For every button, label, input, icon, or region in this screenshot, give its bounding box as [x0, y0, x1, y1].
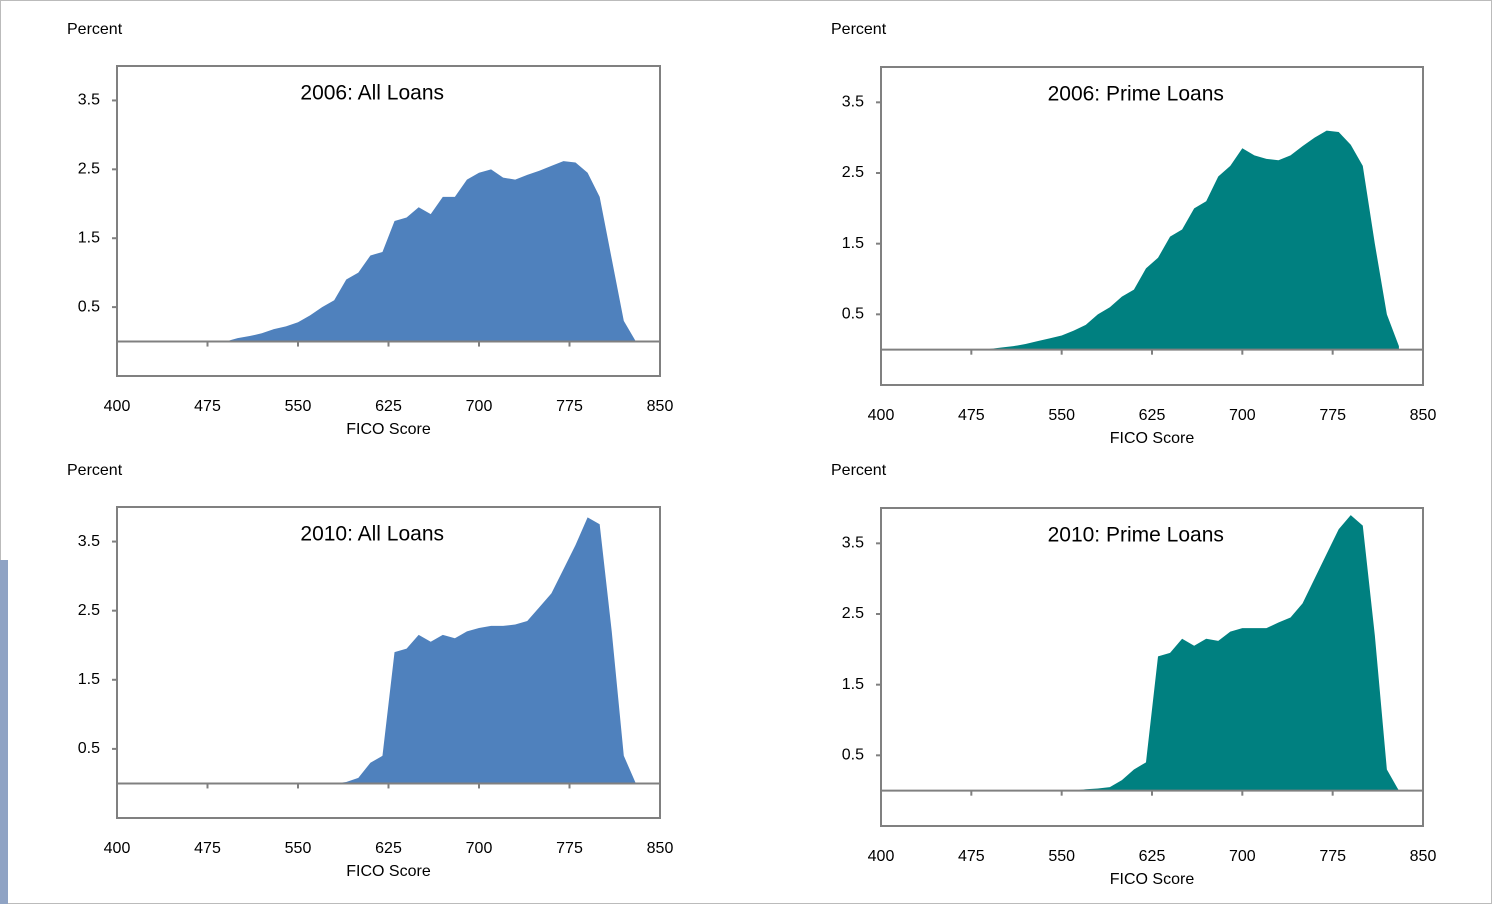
x-tick-label: 400 — [104, 840, 131, 857]
x-tick-label: 700 — [466, 398, 493, 415]
chart-title: 2006: Prime Loans — [1048, 83, 1224, 106]
x-tick-label: 700 — [1229, 848, 1256, 865]
area — [322, 517, 636, 784]
chart-title: 2006: All Loans — [300, 82, 444, 105]
x-tick-label: 700 — [466, 840, 493, 857]
y-axis-label: Percent — [831, 462, 887, 479]
x-axis-label: FICO Score — [1110, 871, 1195, 888]
y-tick-label: 3.5 — [842, 94, 864, 111]
x-tick-label: 475 — [958, 407, 985, 424]
y-tick-label: 0.5 — [78, 298, 100, 315]
y-tick-label: 3.5 — [78, 92, 100, 109]
y-tick-label: 1.5 — [78, 671, 100, 688]
x-tick-label: 400 — [104, 398, 131, 415]
x-tick-label: 475 — [194, 398, 221, 415]
y-tick-label: 3.5 — [78, 533, 100, 550]
y-tick-label: 0.5 — [78, 740, 100, 757]
y-tick-label: 2.5 — [842, 164, 864, 181]
x-tick-label: 550 — [285, 398, 312, 415]
x-axis-label: FICO Score — [346, 863, 431, 880]
x-axis-label: FICO Score — [1110, 430, 1195, 447]
side-strip — [0, 560, 8, 904]
x-tick-label: 475 — [194, 840, 221, 857]
x-tick-label: 475 — [958, 848, 985, 865]
x-tick-label: 400 — [868, 848, 895, 865]
x-tick-label: 625 — [375, 398, 402, 415]
x-tick-label: 775 — [1319, 848, 1346, 865]
chart-title: 2010: All Loans — [300, 523, 444, 546]
x-tick-label: 850 — [647, 840, 674, 857]
x-tick-label: 400 — [868, 407, 895, 424]
y-axis-label: Percent — [67, 462, 123, 479]
x-tick-label: 550 — [1048, 407, 1075, 424]
x-axis-label: FICO Score — [346, 421, 431, 438]
y-tick-label: 0.5 — [842, 747, 864, 764]
y-tick-label: 0.5 — [842, 306, 864, 323]
x-tick-label: 550 — [285, 840, 312, 857]
x-tick-label: 550 — [1048, 848, 1075, 865]
x-tick-label: 775 — [1319, 407, 1346, 424]
x-tick-label: 775 — [556, 398, 583, 415]
y-axis-label: Percent — [831, 21, 887, 38]
x-tick-label: 775 — [556, 840, 583, 857]
x-tick-label: 625 — [375, 840, 402, 857]
x-tick-label: 850 — [647, 398, 674, 415]
y-tick-label: 2.5 — [842, 605, 864, 622]
area — [977, 130, 1399, 350]
area — [1073, 515, 1399, 791]
y-tick-label: 1.5 — [78, 229, 100, 246]
chart-title: 2010: Prime Loans — [1048, 524, 1224, 547]
y-axis-label: Percent — [67, 21, 123, 38]
x-tick-label: 700 — [1229, 407, 1256, 424]
y-tick-label: 2.5 — [78, 161, 100, 178]
x-tick-label: 625 — [1139, 848, 1166, 865]
y-tick-label: 2.5 — [78, 602, 100, 619]
x-tick-label: 850 — [1410, 848, 1437, 865]
area — [213, 161, 636, 342]
x-tick-label: 850 — [1410, 407, 1437, 424]
y-tick-label: 1.5 — [842, 235, 864, 252]
y-tick-label: 1.5 — [842, 676, 864, 693]
y-tick-label: 3.5 — [842, 535, 864, 552]
x-tick-label: 625 — [1139, 407, 1166, 424]
